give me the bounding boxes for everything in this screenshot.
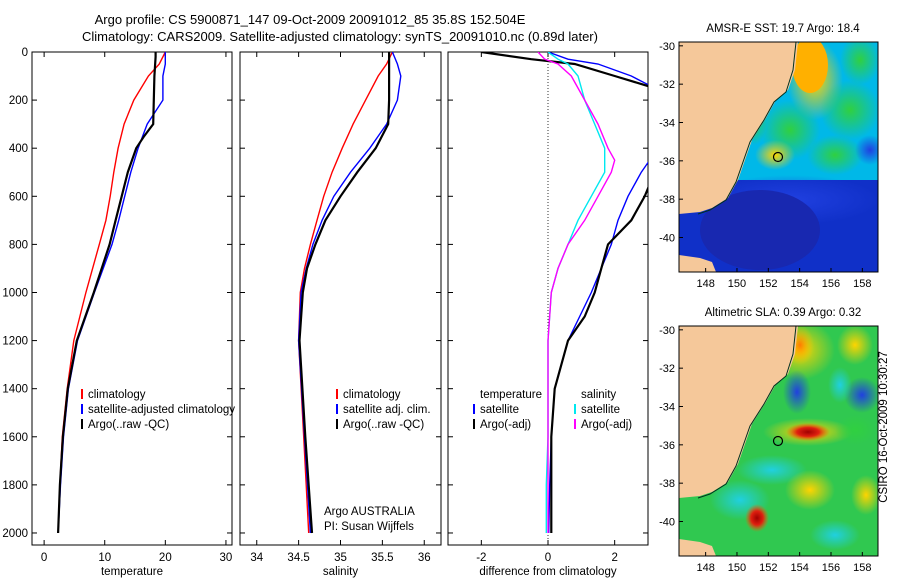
sst-argo-marker	[772, 151, 784, 163]
legend-label: Argo(..raw -QC)	[88, 419, 169, 431]
legend-label: Argo(-adj)	[480, 419, 531, 431]
profile-title-line1: Argo profile: CS 5900871_147 09-Oct-2009…	[94, 12, 526, 27]
x-axis-label: difference from climatology	[479, 566, 616, 578]
series-line-salinity-satellite	[545, 52, 606, 533]
y-tick-label: 1200	[2, 336, 28, 348]
y-tick-label: -40	[659, 233, 675, 245]
y-tick-label: 1600	[2, 432, 28, 444]
sst-map-panel: AMSR-E SST: 19.7 Argo: 18.4 148 150 152 154…	[659, 23, 879, 290]
series-line-climatology	[57, 52, 166, 534]
x-axis-label: temperature	[101, 566, 163, 578]
x-tick-label: 34	[250, 552, 263, 564]
y-tick-label: -34	[659, 118, 675, 130]
x-tick-label: 148	[696, 562, 714, 574]
sst-map-title: AMSR-E SST: 19.7 Argo: 18.4	[706, 23, 860, 35]
x-tick-label: 152	[759, 562, 777, 574]
owner-annotation: Argo AUSTRALIA	[324, 506, 415, 518]
series-line-argo-raw-qc-	[57, 52, 157, 534]
owner-annotation: PI: Susan Wijffels	[324, 521, 414, 533]
salinity-axes-frame	[239, 51, 442, 546]
sla-map-axes: 148 150 152 154 156 158 -30 -32 -34 -36 -38 -40	[659, 325, 871, 574]
y-tick-label: -36	[659, 440, 675, 452]
temperature-axes-frame	[31, 51, 233, 546]
x-tick-label: 20	[159, 552, 172, 564]
x-tick-label: 34.5	[287, 552, 309, 564]
x-tick-label: 150	[728, 562, 746, 574]
y-tick-label: -38	[659, 194, 675, 206]
difference-profile-panel: -2 0 2 difference from climatology temperatu…	[447, 51, 649, 578]
y-tick-label: -32	[659, 79, 675, 91]
series-line-temperature-satellite	[547, 52, 648, 534]
y-tick-label: -36	[659, 156, 675, 168]
x-tick-label: 2	[611, 552, 617, 564]
x-tick-label: 10	[98, 552, 111, 564]
y-tick-label: -34	[659, 402, 675, 414]
sla-map-title: Altimetric SLA: 0.39 Argo: 0.32	[705, 307, 862, 319]
profile-title-line2: Climatology: CARS2009. Satellite-adjuste…	[82, 29, 598, 44]
series-line-argo-raw-qc-	[298, 52, 391, 534]
y-tick-label: 200	[9, 95, 28, 107]
sla-argo-marker	[772, 435, 784, 447]
sst-map-axes: 148 150 152 154 156 158 -30 -32 -34 -36 -38 -40	[659, 41, 871, 290]
y-tick-label: 1400	[2, 384, 28, 396]
sla-map-frame	[678, 325, 879, 557]
y-tick-label: 800	[9, 239, 28, 251]
timestamp-label: CSIRO 16-Oct-2009 10:30:27	[878, 351, 890, 503]
x-tick-label: 148	[696, 278, 714, 290]
x-tick-label: 154	[790, 562, 808, 574]
legend-label: Argo(-adj)	[581, 419, 632, 431]
x-tick-label: 0	[41, 552, 47, 564]
y-tick-label: 1800	[2, 480, 28, 492]
legend-label: climatology	[343, 389, 401, 401]
sst-map-frame	[678, 41, 879, 273]
x-tick-label: 156	[822, 562, 840, 574]
legend-label: satellite	[581, 404, 620, 416]
x-tick-label: 30	[220, 552, 233, 564]
x-tick-label: 154	[790, 278, 808, 290]
legend-label: satellite	[480, 404, 519, 416]
x-tick-label: 36	[418, 552, 431, 564]
legend-label: satellite adj. clim.	[343, 404, 431, 416]
sla-map-image	[679, 326, 878, 556]
x-tick-label: 35.5	[371, 552, 393, 564]
x-tick-label: 156	[822, 278, 840, 290]
y-tick-label: -30	[659, 41, 675, 53]
salinity-profile-panel: 34 34.5 35 35.5 36 salinity climatology satelli…	[239, 51, 442, 578]
legend-label: Argo(..raw -QC)	[343, 419, 424, 431]
y-tick-label: -38	[659, 478, 675, 490]
legend-label: salinity	[581, 389, 616, 401]
y-tick-label: 600	[9, 191, 28, 203]
sla-map-panel: Altimetric SLA: 0.39 Argo: 0.32 148	[659, 307, 879, 574]
y-tick-label: 2000	[2, 528, 28, 540]
legend-label: climatology	[88, 389, 146, 401]
y-tick-label: -40	[659, 517, 675, 529]
x-tick-label: -2	[476, 552, 486, 564]
legend-label: temperature	[480, 389, 542, 401]
sst-map-image	[679, 42, 878, 272]
series-line-temperature-argo-adj-	[481, 52, 648, 533]
y-tick-label: 0	[22, 47, 28, 59]
series-line-climatology	[297, 52, 394, 534]
x-tick-label: 158	[853, 278, 871, 290]
y-tick-label: 1000	[2, 287, 28, 299]
series-line-satellite-adj-clim-	[297, 52, 402, 534]
x-tick-label: 158	[853, 562, 871, 574]
y-tick-label: -30	[659, 325, 675, 337]
x-axis-label: salinity	[323, 566, 358, 578]
x-tick-label: 152	[759, 278, 777, 290]
temperature-profile-panel: 0 10 20 30 temperature 0 200 400 600 800 1000 1200 1…	[2, 47, 235, 578]
x-tick-label: 0	[545, 552, 551, 564]
x-tick-label: 150	[728, 278, 746, 290]
y-tick-label: 400	[9, 143, 28, 155]
legend-label: satellite-adjusted climatology	[88, 404, 235, 416]
series-line-salinity-argo-adj-	[537, 52, 616, 533]
series-line-satellite-adjusted-climatology	[57, 52, 167, 534]
x-tick-label: 35	[334, 552, 347, 564]
y-tick-label: -32	[659, 363, 675, 375]
